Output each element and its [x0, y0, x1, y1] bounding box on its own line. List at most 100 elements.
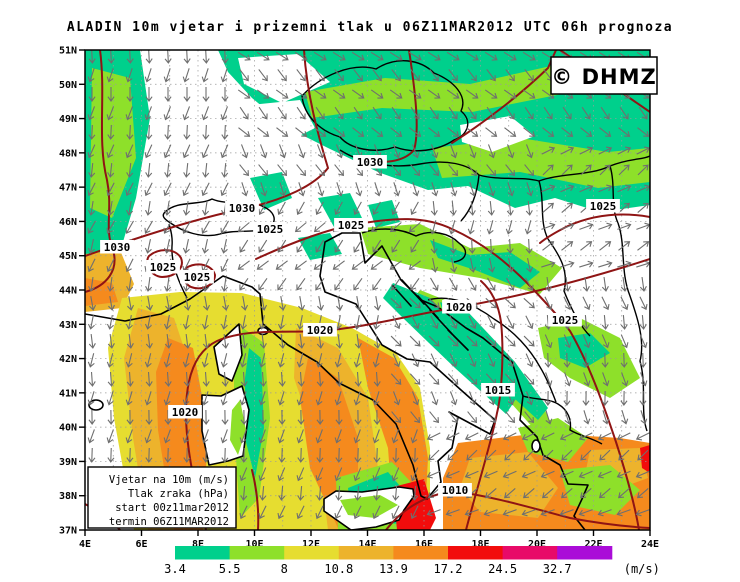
wind-arrow	[563, 334, 572, 349]
wind-arrow	[526, 258, 534, 273]
wind-arrow	[220, 182, 229, 197]
wind-arrow	[522, 89, 536, 99]
wind-arrow	[334, 505, 343, 520]
wind-arrow	[580, 449, 592, 461]
wind-arrow	[389, 222, 402, 233]
wind-arrow	[315, 429, 323, 444]
wind-arrow	[485, 297, 497, 309]
wind-arrow	[524, 164, 534, 177]
wind-arrow	[182, 144, 191, 159]
wind-arrow	[506, 238, 514, 254]
wind-arrow	[620, 314, 628, 330]
wind-arrow	[506, 315, 515, 330]
wind-arrow	[315, 106, 325, 120]
wind-arrow	[449, 391, 458, 406]
wind-arrow	[182, 182, 191, 197]
wind-arrow	[201, 391, 209, 406]
wind-arrow	[294, 51, 308, 61]
wind-arrow	[372, 467, 381, 482]
wind-arrow	[637, 241, 650, 251]
wind-arrow	[278, 409, 286, 425]
wind-arrow	[639, 390, 647, 406]
isobar-label: 1010	[442, 484, 469, 497]
wind-arrow	[258, 505, 267, 520]
wind-arrow	[468, 144, 477, 159]
dhmz-logo-text: © DHMZ	[551, 65, 656, 89]
wind-arrow	[201, 315, 209, 330]
wind-arrow	[390, 335, 402, 347]
wind-arrow	[525, 391, 534, 406]
wind-arrow	[542, 449, 554, 461]
wind-arrow	[106, 220, 115, 234]
wind-arrow	[620, 334, 629, 349]
wind-arrow	[107, 333, 115, 349]
sicily-green-patch	[340, 495, 398, 518]
wind-arrow	[524, 106, 534, 120]
wind-arrow	[582, 334, 591, 349]
wind-arrow	[410, 106, 420, 120]
wind-arrow	[145, 124, 153, 140]
wind-arrow	[602, 410, 610, 425]
wind-arrow	[390, 373, 402, 385]
lon-tick-label: 22E	[584, 539, 602, 550]
colorbar-segment	[229, 546, 285, 560]
wind-arrow	[106, 258, 115, 273]
wind-arrow	[163, 182, 172, 197]
wind-arrow	[580, 164, 592, 176]
wind-arrow	[429, 69, 439, 82]
wind-arrow	[428, 127, 441, 137]
wind-arrow	[201, 182, 210, 197]
wind-arrow	[467, 106, 477, 120]
wind-arrow	[125, 258, 134, 273]
wind-arrow	[560, 222, 575, 230]
wind-arrow	[182, 239, 190, 254]
wind-arrow	[353, 467, 362, 482]
wind-arrow	[544, 296, 553, 311]
wind-arrow	[183, 371, 191, 387]
wind-arrow	[582, 352, 590, 368]
colorbar-tick-label: 13.9	[379, 562, 408, 576]
wind-arrow	[88, 333, 96, 349]
wind-arrow	[450, 258, 458, 273]
wind-arrow	[354, 447, 362, 463]
wind-arrow	[221, 50, 229, 64]
wind-arrow	[107, 276, 115, 292]
wind-arrow	[431, 182, 439, 197]
wind-arrow	[354, 485, 362, 501]
wind-arrow	[390, 297, 402, 309]
wind-arrow	[353, 505, 362, 520]
wind-arrow	[448, 411, 458, 424]
wind-arrow	[258, 106, 268, 120]
wind-arrow	[258, 353, 266, 368]
wind-arrow	[637, 127, 650, 137]
wind-arrow	[202, 333, 210, 349]
wind-arrow	[544, 334, 553, 349]
wind-arrow	[483, 470, 498, 479]
wind-arrow	[430, 200, 438, 216]
wind-arrow	[562, 106, 572, 120]
wind-arrow	[392, 391, 401, 406]
wind-arrow	[635, 470, 650, 479]
wind-arrow	[182, 315, 190, 330]
wind-arrow	[620, 276, 628, 292]
wind-arrow	[541, 184, 556, 193]
wind-arrow	[354, 371, 362, 387]
wind-arrow	[507, 258, 515, 273]
wind-arrow	[487, 200, 495, 216]
wind-arrow	[240, 409, 248, 425]
wind-arrow	[639, 296, 648, 311]
wind-arrow	[391, 69, 401, 82]
wind-arrow	[275, 260, 288, 270]
wind-arrow	[352, 127, 365, 137]
wind-arrow	[126, 333, 134, 349]
wind-arrow	[107, 162, 115, 178]
wind-arrow	[164, 371, 172, 387]
wind-arrow	[353, 353, 361, 368]
wind-arrow	[297, 371, 305, 387]
wind-arrow	[237, 51, 251, 61]
wind-arrow	[163, 220, 172, 234]
wind-arrow	[579, 184, 594, 193]
wind-arrow	[372, 201, 381, 215]
wind-arrow	[88, 87, 96, 102]
wind-arrow	[163, 106, 172, 121]
